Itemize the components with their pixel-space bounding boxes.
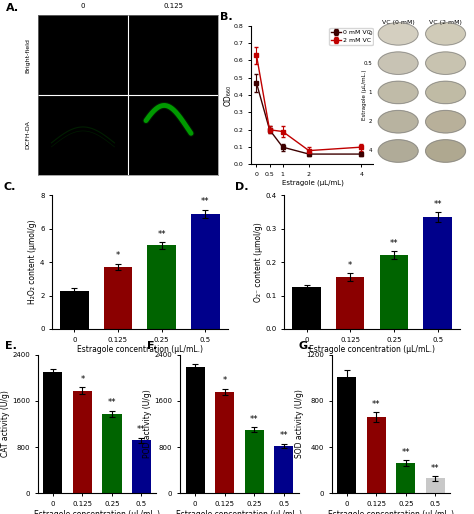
Text: *: * xyxy=(222,376,227,386)
Bar xyxy=(132,440,151,493)
Text: A.: A. xyxy=(6,3,18,13)
Circle shape xyxy=(378,81,418,104)
Text: **: ** xyxy=(401,448,410,457)
X-axis label: Estragole (μL/mL): Estragole (μL/mL) xyxy=(282,180,344,187)
Bar xyxy=(292,287,321,329)
Bar xyxy=(274,446,293,493)
Text: **: ** xyxy=(108,398,116,407)
Bar xyxy=(102,414,121,493)
Text: F.: F. xyxy=(147,341,157,351)
Legend: 0 mM VC, 2 mM VC: 0 mM VC, 2 mM VC xyxy=(329,28,373,45)
Text: **: ** xyxy=(279,431,288,440)
Text: E.: E. xyxy=(5,341,17,351)
Circle shape xyxy=(426,111,465,133)
Text: 0.125: 0.125 xyxy=(163,3,183,9)
Bar xyxy=(185,368,205,493)
Text: Bright-field: Bright-field xyxy=(26,38,31,72)
Bar xyxy=(396,464,415,493)
Y-axis label: O₂⁻ content (μmol/g): O₂⁻ content (μmol/g) xyxy=(254,222,263,302)
Text: **: ** xyxy=(390,239,398,248)
Text: 0: 0 xyxy=(369,31,372,36)
Text: *: * xyxy=(348,261,352,270)
Bar xyxy=(245,430,264,493)
Circle shape xyxy=(378,140,418,162)
X-axis label: Estragole concentration (μL/mL.): Estragole concentration (μL/mL.) xyxy=(309,345,435,354)
Circle shape xyxy=(378,23,418,45)
Bar xyxy=(336,277,365,329)
Bar xyxy=(191,214,219,329)
Bar xyxy=(43,372,63,493)
Bar xyxy=(215,392,234,493)
Text: B.: B. xyxy=(220,12,233,22)
X-axis label: Estragole concentration (μL/mL.): Estragole concentration (μL/mL.) xyxy=(34,510,160,514)
Text: 0: 0 xyxy=(81,3,85,9)
Y-axis label: POD activity (U/g): POD activity (U/g) xyxy=(143,390,152,458)
Text: D.: D. xyxy=(235,182,249,192)
Y-axis label: OD₆₆₀: OD₆₆₀ xyxy=(223,84,232,106)
Text: **: ** xyxy=(157,230,166,238)
Bar xyxy=(147,245,176,329)
Text: *: * xyxy=(80,375,84,384)
Circle shape xyxy=(378,52,418,75)
Text: **: ** xyxy=(433,199,442,209)
Text: G.: G. xyxy=(299,341,312,351)
Text: C.: C. xyxy=(3,182,16,192)
X-axis label: Estragole concentration (μL/mL.): Estragole concentration (μL/mL.) xyxy=(328,510,454,514)
Bar xyxy=(73,391,92,493)
Text: **: ** xyxy=(431,464,439,473)
Bar xyxy=(423,217,452,329)
Text: DCFH-DA: DCFH-DA xyxy=(26,120,31,150)
Text: **: ** xyxy=(372,400,381,409)
Circle shape xyxy=(426,23,465,45)
Y-axis label: CAT activity (U/g): CAT activity (U/g) xyxy=(0,391,9,457)
Bar xyxy=(104,267,132,329)
Bar xyxy=(367,417,386,493)
Text: VC (0 mM): VC (0 mM) xyxy=(382,20,415,25)
Circle shape xyxy=(426,52,465,75)
X-axis label: Estragole concentration (μL/mL.): Estragole concentration (μL/mL.) xyxy=(176,510,302,514)
Bar xyxy=(60,290,89,329)
Bar xyxy=(337,377,356,493)
Y-axis label: H₂O₂ content (μmol/g): H₂O₂ content (μmol/g) xyxy=(28,220,37,304)
X-axis label: Estragole concentration (μL/mL.): Estragole concentration (μL/mL.) xyxy=(77,345,203,354)
Text: 4: 4 xyxy=(369,149,372,154)
Circle shape xyxy=(426,81,465,104)
Y-axis label: SOD activity (U/g): SOD activity (U/g) xyxy=(294,390,303,458)
Bar xyxy=(380,255,408,329)
Text: Estragole (μL/mL.): Estragole (μL/mL.) xyxy=(362,70,367,120)
Text: **: ** xyxy=(250,415,258,424)
Circle shape xyxy=(378,111,418,133)
Text: 0.5: 0.5 xyxy=(364,61,372,66)
Text: *: * xyxy=(116,251,120,261)
Text: **: ** xyxy=(137,425,146,434)
Text: 1: 1 xyxy=(369,90,372,95)
Text: **: ** xyxy=(201,197,210,206)
Text: 2: 2 xyxy=(369,119,372,124)
Bar xyxy=(426,479,445,493)
Circle shape xyxy=(426,140,465,162)
Text: VC (2 mM): VC (2 mM) xyxy=(429,20,462,25)
